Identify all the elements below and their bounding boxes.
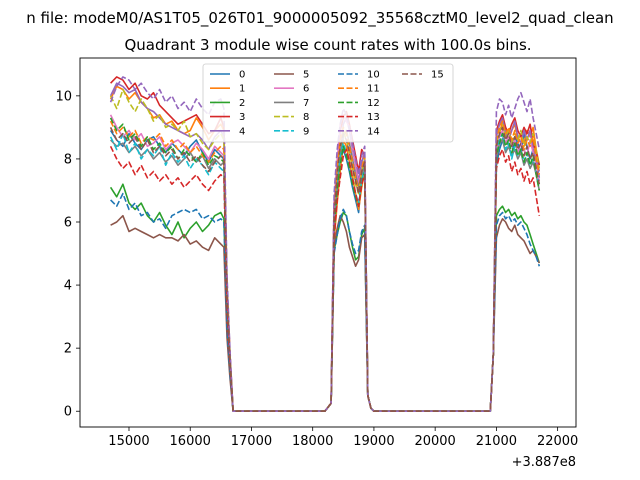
- y-tick-label: 4: [64, 279, 72, 294]
- series-line-13: [109, 145, 541, 413]
- legend-label-8: 8: [303, 112, 309, 123]
- y-tick-label: 0: [64, 405, 72, 420]
- series-line-5: [110, 214, 541, 413]
- legend-label-14: 14: [367, 126, 380, 137]
- x-tick-label: 21000: [476, 434, 517, 449]
- series-line-15: [109, 126, 541, 413]
- legend-label-3: 3: [239, 112, 245, 123]
- x-tick-label: 16000: [170, 434, 211, 449]
- axes-frame: [79, 57, 577, 428]
- x-tick-label: 20000: [414, 434, 455, 449]
- x-tick-label: 22000: [537, 434, 578, 449]
- x-tick-label: 15000: [108, 434, 149, 449]
- legend-box: [202, 63, 454, 143]
- series-line-14: [109, 76, 541, 413]
- legend-label-7: 7: [303, 98, 309, 109]
- legend-label-12: 12: [367, 98, 380, 109]
- x-axis: 15000 16000 17000 18000 19000 20000 21000 22000: [108, 427, 578, 449]
- x-tick-label: 18000: [292, 434, 333, 449]
- legend-label-0: 0: [239, 70, 245, 81]
- legend-label-10: 10: [367, 70, 380, 81]
- legend-label-11: 11: [367, 84, 380, 95]
- legend-label-15: 15: [431, 70, 444, 81]
- legend-label-13: 13: [367, 112, 380, 123]
- chart-title: Quadrant 3 module wise count rates with …: [124, 36, 531, 54]
- y-tick-label: 2: [64, 342, 72, 357]
- series-line-11: [109, 120, 541, 413]
- legend-label-5: 5: [303, 70, 309, 81]
- series-line-10: [110, 192, 541, 413]
- legend-label-9: 9: [303, 126, 309, 137]
- legend-label-6: 6: [303, 84, 309, 95]
- y-axis: 0 2 4 6 8 10: [55, 89, 80, 420]
- x-tick-label: 19000: [353, 434, 394, 449]
- y-tick-label: 6: [64, 216, 72, 231]
- series-line-9: [109, 132, 541, 413]
- y-tick-label: 10: [55, 89, 72, 104]
- legend-label-2: 2: [239, 98, 245, 109]
- legend-label-1: 1: [239, 84, 245, 95]
- series-line-12: [109, 117, 541, 413]
- plot-area: [79, 57, 577, 428]
- series-layer: [109, 76, 541, 413]
- y-tick-label: 8: [64, 152, 72, 167]
- figure-suptitle: n file: modeM0/AS1T05_026T01_9000005092_…: [26, 9, 613, 28]
- legend-label-4: 4: [239, 126, 245, 137]
- x-offset-label: +3.887e8: [512, 455, 576, 470]
- x-tick-label: 17000: [231, 434, 272, 449]
